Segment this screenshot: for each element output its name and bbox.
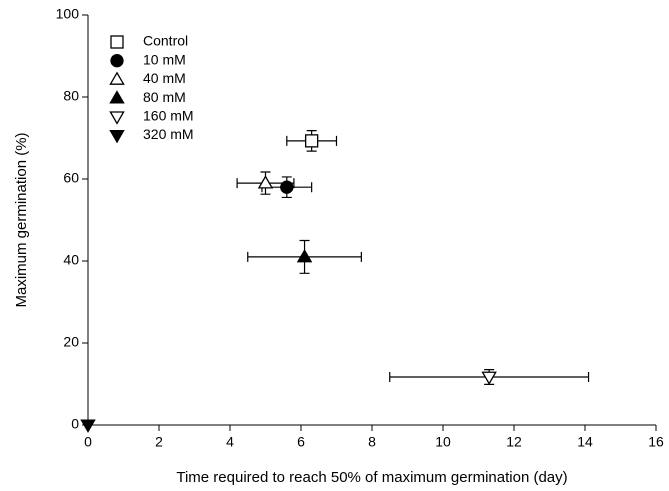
- point: [80, 419, 96, 433]
- x-tick-label: 8: [368, 434, 376, 450]
- legend-marker: [109, 111, 125, 125]
- legend-label: 80 mM: [143, 89, 186, 105]
- legend-label: 40 mM: [143, 70, 186, 86]
- legend-marker: [109, 71, 125, 85]
- legend-marker: [109, 90, 125, 104]
- y-tick-label: 40: [63, 252, 79, 268]
- point: [296, 249, 313, 263]
- y-tick-label: 80: [63, 88, 79, 104]
- x-tick-label: 16: [648, 434, 664, 450]
- legend-label: 160 mM: [143, 108, 194, 124]
- x-tick-label: 12: [506, 434, 522, 450]
- legend-label: 10 mM: [143, 51, 186, 67]
- x-tick-label: 10: [435, 434, 451, 450]
- legend-marker: [109, 130, 125, 144]
- x-tick-label: 6: [297, 434, 305, 450]
- y-tick-label: 20: [63, 334, 79, 350]
- y-tick-label: 100: [56, 6, 80, 22]
- point: [481, 371, 497, 385]
- point: [257, 175, 274, 189]
- legend-label: 320 mM: [143, 126, 194, 142]
- x-tick-label: 14: [577, 434, 593, 450]
- point: [304, 134, 319, 148]
- x-axis-label: Time required to reach 50% of maximum ge…: [176, 469, 567, 486]
- x-tick-label: 2: [155, 434, 163, 450]
- x-tick-label: 0: [84, 434, 92, 450]
- point: [280, 180, 294, 194]
- legend-label: Control: [143, 33, 188, 49]
- legend-marker: [110, 54, 124, 68]
- x-tick-label: 4: [226, 434, 234, 450]
- y-tick-label: 0: [71, 416, 79, 432]
- y-tick-label: 60: [63, 170, 79, 186]
- y-axis-label: Maximum germination (%): [13, 132, 30, 307]
- legend-marker: [110, 35, 124, 49]
